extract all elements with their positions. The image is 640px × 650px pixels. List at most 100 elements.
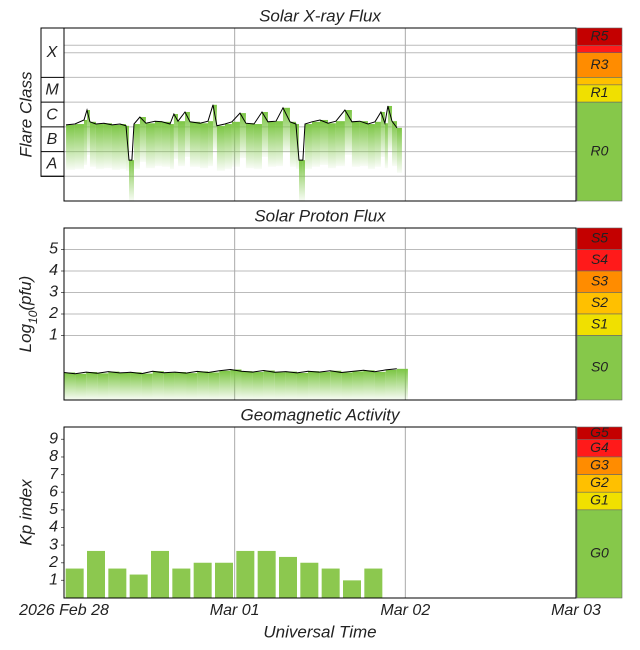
scale-band-label: S2 [591, 294, 608, 310]
area-fill [97, 373, 109, 400]
kp-bar [151, 550, 169, 598]
y-tick-label: 2 [48, 554, 58, 571]
area-fill [185, 111, 190, 157]
plot-area [64, 28, 576, 201]
scale-band-label: R5 [591, 27, 609, 43]
area-fill [141, 373, 153, 400]
x-tick-label: Mar 03 [551, 602, 601, 619]
area-fill [341, 372, 353, 400]
scale-band-label: R3 [591, 56, 609, 72]
area-fill [275, 121, 283, 167]
area-fill [282, 107, 290, 153]
kp-bar [257, 550, 276, 598]
area-fill [95, 124, 104, 170]
y-tick-label: 8 [49, 448, 58, 465]
area-fill [64, 372, 76, 400]
kp-bar [364, 568, 383, 598]
y-tick-label: 9 [49, 431, 58, 448]
area-fill [363, 370, 375, 400]
y-axis-label: Flare Class [16, 71, 35, 157]
area-fill [130, 372, 142, 400]
area-fill [216, 125, 225, 171]
area-fill [208, 372, 220, 400]
area-fill [396, 368, 408, 400]
area-fill [296, 372, 309, 400]
plot-frame [63, 227, 577, 401]
area-fill [289, 121, 296, 167]
y-tick-label: A [46, 156, 58, 173]
area-fill [304, 124, 312, 170]
kp-bar [87, 550, 105, 598]
area-fill [174, 372, 187, 400]
x-axis-label: Universal Time [263, 622, 376, 641]
area-fill [133, 124, 140, 170]
y-tick-label: 3 [49, 536, 58, 553]
scale-band-label: S1 [591, 315, 608, 331]
area-fill [374, 121, 381, 167]
area-fill [200, 123, 209, 169]
area-fill [108, 371, 120, 400]
y-tick-label: M [45, 82, 59, 99]
scale-band-label: S3 [591, 272, 608, 288]
kp-bar [321, 568, 340, 598]
kp-bar [215, 562, 233, 598]
y-tick-label: 1 [49, 572, 58, 589]
scale-band-label: R0 [591, 142, 609, 158]
y-tick-label: B [47, 131, 58, 148]
area-fill [302, 160, 305, 201]
scale-band [576, 335, 623, 401]
area-fill [253, 124, 262, 170]
area-fill [152, 371, 164, 400]
kp-bar [193, 562, 212, 598]
area-fill [197, 371, 209, 400]
kp-bar [300, 562, 319, 598]
area-fill [131, 160, 134, 201]
y-tick-label: 6 [49, 483, 58, 500]
y-tick-label: C [46, 106, 58, 123]
area-fill [208, 121, 213, 167]
y-tick-label: 4 [49, 519, 58, 536]
area-fill [352, 371, 364, 400]
kp-bar [65, 568, 84, 598]
y-tick-label: 3 [49, 284, 58, 301]
y-axis-label: Log10(pfu) [16, 276, 40, 353]
area-fill [224, 124, 232, 170]
area-fill [311, 121, 320, 167]
area-fill [359, 121, 368, 167]
area-fill [189, 121, 201, 167]
area-fill [330, 370, 342, 400]
x-tick-label: 2026 Feb 28 [18, 602, 109, 619]
area-fill [89, 121, 96, 167]
scale-band-label: S0 [591, 358, 608, 374]
area-fill [252, 372, 264, 400]
scale-band [576, 44, 623, 54]
area-fill [239, 113, 246, 159]
kp-bar [172, 568, 191, 598]
area-fill [319, 372, 331, 400]
area-fill [384, 123, 388, 169]
y-tick-label: 2 [48, 305, 58, 322]
area-fill [119, 372, 131, 400]
y-tick-label: 1 [49, 327, 58, 344]
area-fill [163, 372, 175, 400]
panel-title: Solar X-ray Flux [259, 6, 381, 25]
y-axis-label-part: 10 [26, 310, 40, 324]
area-fill [219, 370, 231, 400]
area-fill [274, 372, 286, 400]
scale-band [576, 52, 623, 78]
area-fill [111, 124, 120, 170]
kp-bar [129, 574, 148, 598]
area-fill [186, 373, 198, 400]
x-tick-label: Mar 01 [210, 602, 260, 619]
area-fill [299, 160, 303, 201]
kp-bar [343, 580, 361, 598]
x-tick-label: Mar 02 [380, 602, 430, 619]
kp-bar [108, 568, 127, 598]
area-fill [328, 123, 336, 169]
area-fill [154, 121, 162, 167]
area-fill [285, 371, 297, 400]
y-tick-label: 5 [49, 241, 58, 258]
area-fill [74, 124, 84, 170]
area-fill [230, 369, 242, 400]
